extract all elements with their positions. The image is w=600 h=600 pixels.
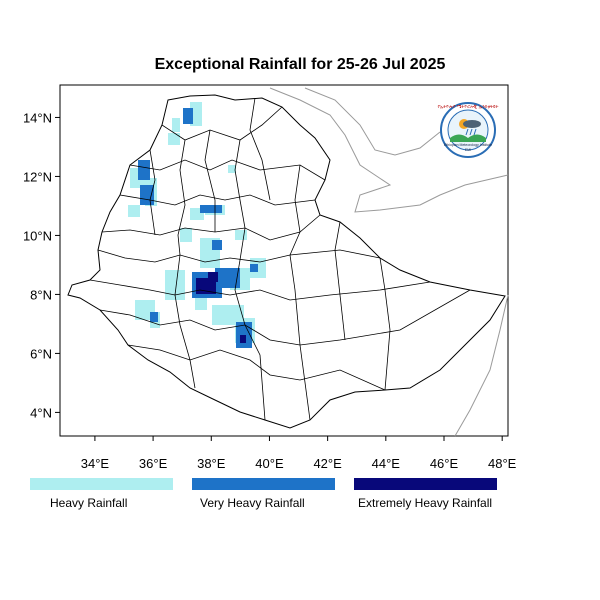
map-title: Exceptional Rainfall for 25-26 Jul 2025 (154, 56, 446, 73)
country-outline (67, 94, 506, 429)
neighbor-borders (269, 87, 509, 437)
legend-label-heavy: Heavy Rainfall (50, 496, 128, 510)
x-tick-label: 42°E (313, 456, 342, 471)
svg-text:EMI: EMI (465, 148, 471, 152)
svg-text:Ethiopian Meteorology Institut: Ethiopian Meteorology Institute (444, 143, 492, 147)
y-tick-label: 10°N (23, 228, 52, 243)
x-tick-label: 34°E (81, 456, 110, 471)
agency-logo: የኢትዮጵያ ሜትዮሮሎጂ ኢንስቲትዩት Ethiopian Meteorol… (438, 102, 499, 158)
svg-text:የኢትዮጵያ ሜትዮሮሎጂ ኢንስቲትዩት: የኢትዮጵያ ሜትዮሮሎጂ ኢንስቲትዩት (438, 105, 499, 110)
rain-icon (465, 128, 477, 136)
x-tick-label: 46°E (430, 456, 459, 471)
x-tick-label: 38°E (197, 456, 226, 471)
zone-boundaries (89, 97, 471, 421)
x-tick-label: 40°E (255, 456, 284, 471)
legend-swatch-very-heavy (192, 478, 335, 490)
plot-frame (59, 84, 509, 437)
y-tick-label: 6°N (30, 346, 52, 361)
hills-icon (450, 134, 486, 142)
x-axis-ticks: 34°E 36°E 38°E 40°E 42°E 44°E 46°E 48°E (81, 436, 517, 471)
x-tick-label: 48°E (488, 456, 517, 471)
y-tick-label: 4°N (30, 405, 52, 420)
legend-label-extremely-heavy: Extremely Heavy Rainfall (358, 496, 493, 510)
y-axis-ticks: 4°N 6°N 8°N 10°N 12°N 14°N (23, 110, 60, 420)
legend-swatch-extremely-heavy (354, 478, 497, 490)
y-tick-label: 8°N (30, 287, 52, 302)
cloud-icon (463, 120, 481, 128)
legend-swatch-heavy (30, 478, 173, 490)
x-tick-label: 36°E (139, 456, 168, 471)
x-tick-label: 44°E (372, 456, 401, 471)
legend-label-very-heavy: Very Heavy Rainfall (200, 496, 305, 510)
y-tick-label: 12°N (23, 169, 52, 184)
y-tick-label: 14°N (23, 110, 52, 125)
